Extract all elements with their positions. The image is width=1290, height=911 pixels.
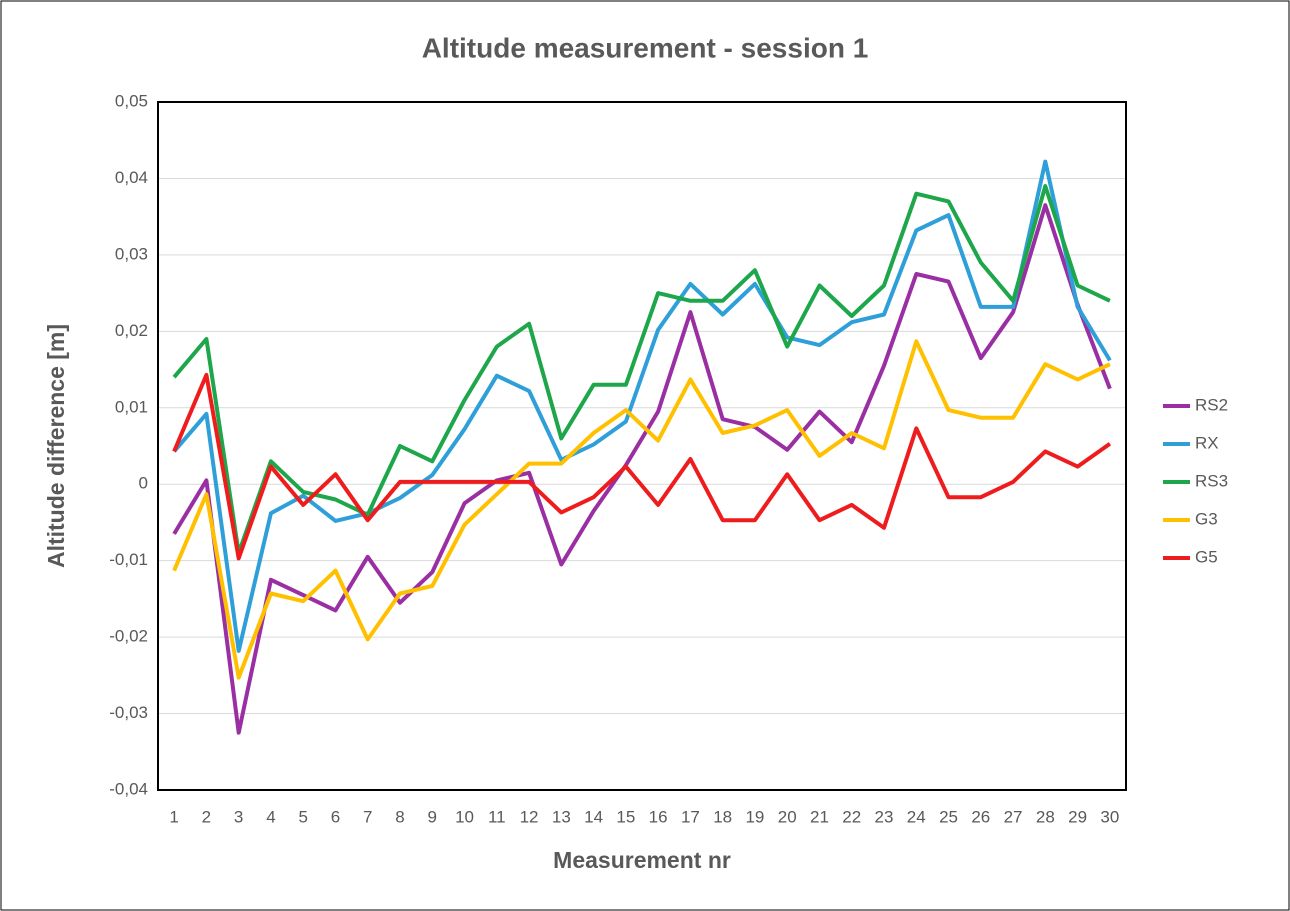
plot-border <box>157 101 1127 791</box>
y-tick-label: 0 <box>139 474 148 493</box>
series-line <box>172 372 1112 561</box>
series-line <box>172 203 1112 735</box>
y-tick-label: 0,03 <box>115 244 148 263</box>
x-tick-label: 18 <box>713 807 732 826</box>
legend-label: G3 <box>1195 509 1218 528</box>
x-tick-label: 23 <box>875 807 894 826</box>
x-tick-label: 14 <box>584 807 603 826</box>
series-line <box>172 159 1112 653</box>
legend-label: RS2 <box>1195 395 1228 414</box>
series-line <box>172 339 1111 680</box>
x-tick-label: 11 <box>488 807 506 826</box>
x-tick-label: 20 <box>778 807 797 826</box>
x-tick-label: 17 <box>681 807 700 826</box>
y-tick-label: -0,03 <box>109 703 148 722</box>
x-tick-label: 24 <box>907 807 926 826</box>
y-tick-label: 0,02 <box>115 321 148 340</box>
x-tick-label: 9 <box>428 807 437 826</box>
x-tick-label: 4 <box>266 807 275 826</box>
y-tick-label: -0,02 <box>109 627 148 646</box>
x-tick-label: 16 <box>649 807 668 826</box>
y-tick-label: 0,04 <box>115 168 148 187</box>
chart-title: Altitude measurement - session 1 <box>422 32 869 63</box>
x-axis-title: Measurement nr <box>553 847 731 873</box>
x-tick-label: 25 <box>939 807 958 826</box>
y-tick-label: -0,04 <box>109 779 148 798</box>
x-tick-label: 12 <box>520 807 539 826</box>
x-tick-label: 8 <box>395 807 404 826</box>
legend-label: RS3 <box>1195 471 1228 490</box>
x-tick-label: 15 <box>616 807 635 826</box>
x-tick-label: 7 <box>363 807 372 826</box>
x-tick-label: 3 <box>234 807 243 826</box>
x-tick-label: 22 <box>842 807 861 826</box>
x-tick-label: 26 <box>971 807 990 826</box>
y-tick-label: -0,01 <box>109 550 148 569</box>
x-tick-label: 2 <box>202 807 211 826</box>
x-tick-label: 13 <box>552 807 571 826</box>
x-tick-label: 6 <box>331 807 340 826</box>
y-tick-label: 0,01 <box>115 397 148 416</box>
y-tick-label: 0,05 <box>115 91 148 110</box>
x-tick-label: 1 <box>169 807 178 826</box>
x-tick-label: 29 <box>1068 807 1087 826</box>
x-tick-label: 21 <box>810 807 829 826</box>
x-tick-label: 5 <box>298 807 307 826</box>
x-tick-label: 10 <box>455 807 474 826</box>
x-tick-label: 19 <box>745 807 764 826</box>
legend-label: RX <box>1195 433 1219 452</box>
y-axis-title: Altitude difference [m] <box>43 324 69 568</box>
x-tick-label: 30 <box>1100 807 1119 826</box>
series-line <box>172 184 1111 555</box>
x-tick-label: 27 <box>1004 807 1023 826</box>
legend-label: G5 <box>1195 547 1218 566</box>
x-tick-label: 28 <box>1036 807 1055 826</box>
